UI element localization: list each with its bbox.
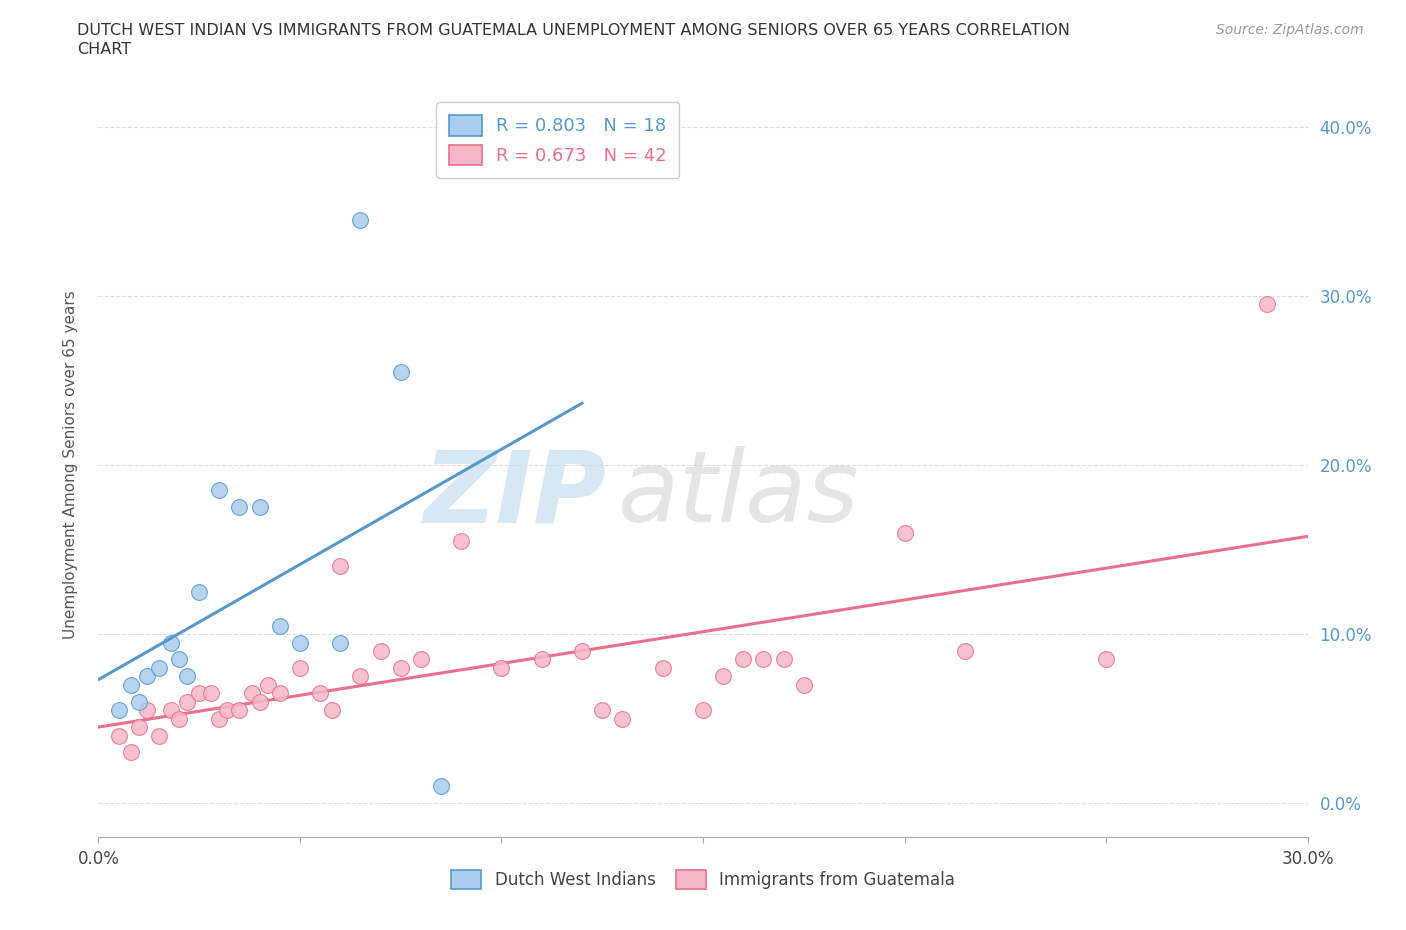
Point: [249, 499, 271, 514]
Point: [167, 711, 190, 726]
Point: [309, 685, 332, 700]
Point: [389, 660, 412, 675]
Text: atlas: atlas: [619, 446, 860, 543]
Point: [107, 703, 129, 718]
Point: [208, 711, 231, 726]
Point: [752, 652, 775, 667]
Text: DUTCH WEST INDIAN VS IMMIGRANTS FROM GUATEMALA UNEMPLOYMENT AMONG SENIORS OVER 6: DUTCH WEST INDIAN VS IMMIGRANTS FROM GUA…: [77, 23, 1070, 38]
Point: [135, 703, 157, 718]
Point: [733, 652, 755, 667]
Point: [160, 635, 183, 650]
Point: [200, 685, 222, 700]
Point: [591, 703, 613, 718]
Point: [1256, 297, 1278, 312]
Point: [120, 745, 142, 760]
Point: [450, 534, 472, 549]
Point: [612, 711, 634, 726]
Point: [249, 695, 271, 710]
Point: [491, 660, 513, 675]
Point: [176, 695, 198, 710]
Point: [208, 483, 231, 498]
Point: [329, 635, 352, 650]
Y-axis label: Unemployment Among Seniors over 65 years: Unemployment Among Seniors over 65 years: [63, 291, 77, 640]
Point: [321, 703, 343, 718]
Point: [188, 584, 211, 599]
Point: [370, 644, 392, 658]
Point: [228, 703, 250, 718]
Point: [240, 685, 263, 700]
Point: [128, 720, 150, 735]
Point: [288, 635, 311, 650]
Point: [409, 652, 432, 667]
Text: ZIP: ZIP: [423, 446, 606, 543]
Point: [793, 677, 815, 692]
Point: [893, 525, 915, 540]
Point: [530, 652, 553, 667]
Point: [148, 728, 170, 743]
Point: [135, 669, 157, 684]
Point: [217, 703, 239, 718]
Point: [772, 652, 794, 667]
Point: [256, 677, 278, 692]
Point: [349, 212, 371, 227]
Point: [288, 660, 311, 675]
Point: [228, 499, 250, 514]
Point: [188, 685, 211, 700]
Text: CHART: CHART: [77, 42, 131, 57]
Legend: Dutch West Indians, Immigrants from Guatemala: Dutch West Indians, Immigrants from Guat…: [444, 863, 962, 896]
Point: [167, 652, 190, 667]
Point: [711, 669, 734, 684]
Point: [120, 677, 142, 692]
Point: [160, 703, 183, 718]
Point: [1095, 652, 1118, 667]
Point: [329, 559, 352, 574]
Point: [692, 703, 714, 718]
Point: [651, 660, 673, 675]
Point: [269, 685, 291, 700]
Point: [128, 695, 150, 710]
Point: [148, 660, 170, 675]
Point: [389, 365, 412, 379]
Point: [107, 728, 129, 743]
Point: [269, 618, 291, 633]
Point: [430, 778, 453, 793]
Point: [349, 669, 371, 684]
Point: [176, 669, 198, 684]
Point: [571, 644, 593, 658]
Text: Source: ZipAtlas.com: Source: ZipAtlas.com: [1216, 23, 1364, 37]
Point: [953, 644, 976, 658]
